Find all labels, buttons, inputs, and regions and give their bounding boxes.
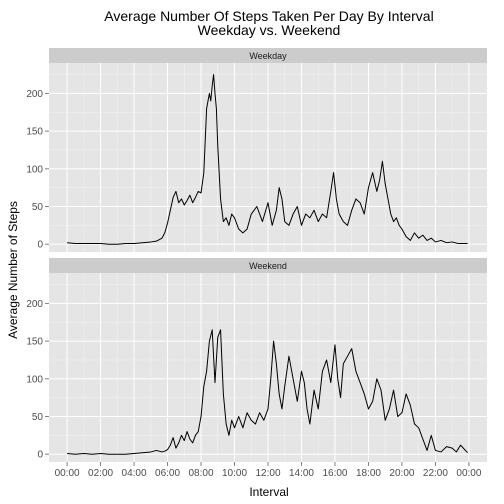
y-tick-label: 50	[32, 412, 44, 423]
x-tick-label: 10:00	[222, 468, 247, 479]
facet-panels: Weekday 0 50 100 150 200 Weekend 0 50 100 150 200	[26, 48, 487, 462]
x-tick-label: 12:00	[255, 468, 280, 479]
x-axis: 00:00 02:00 04:00 06:00 08:00 10:00 12:00 14:00…	[55, 462, 482, 479]
x-tick-label: 18:00	[356, 468, 381, 479]
y-axis-title: Average Number of Steps	[6, 201, 20, 339]
facet-panel-1: Weekend 0 50 100 150 200	[26, 258, 487, 462]
y-tick-label: 0	[37, 450, 43, 461]
facet-strip-label: Weekend	[249, 261, 287, 271]
x-tick-label: 20:00	[389, 468, 414, 479]
y-tick-label: 200	[26, 89, 43, 100]
y-tick-label: 100	[26, 164, 43, 175]
x-axis-title: Interval	[249, 485, 288, 499]
y-tick-label: 100	[26, 374, 43, 385]
x-tick-label: 04:00	[122, 468, 147, 479]
chart-subtitle: Weekday vs. Weekend	[198, 22, 341, 38]
y-tick-label: 0	[37, 240, 43, 251]
facet-panel-0: Weekday 0 50 100 150 200	[26, 48, 487, 252]
x-tick-label: 14:00	[289, 468, 314, 479]
y-tick-label: 150	[26, 337, 43, 348]
x-tick-label: 22:00	[423, 468, 448, 479]
y-tick-label: 50	[32, 202, 44, 213]
x-tick-label: 16:00	[322, 468, 347, 479]
x-tick-label: 00:00	[55, 468, 80, 479]
x-tick-label: 06:00	[155, 468, 180, 479]
x-tick-label: 02:00	[88, 468, 113, 479]
y-tick-label: 200	[26, 299, 43, 310]
facet-strip-label: Weekday	[249, 51, 287, 61]
x-tick-label: 00:00	[456, 468, 481, 479]
x-tick-label: 08:00	[189, 468, 214, 479]
y-tick-label: 150	[26, 127, 43, 138]
